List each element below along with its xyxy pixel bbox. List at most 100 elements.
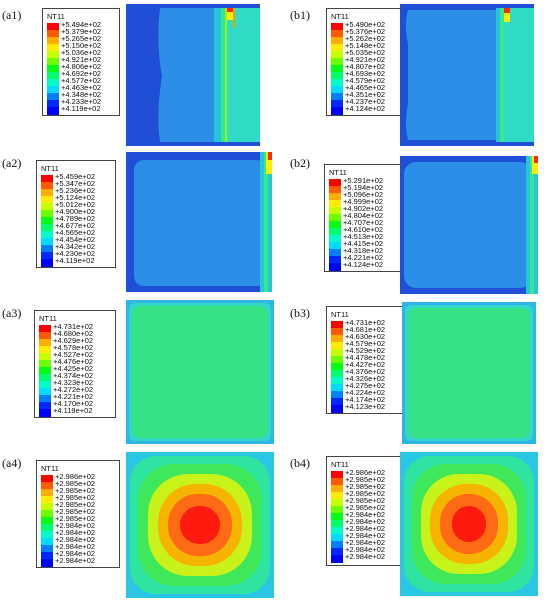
color-swatch <box>41 182 53 190</box>
legend-value: +4.427e+02 <box>345 360 386 369</box>
color-swatch <box>41 189 53 197</box>
legend-value: +2.984e+02 <box>345 545 386 554</box>
color-swatch <box>39 339 51 347</box>
legend-value: +4.681e+02 <box>345 325 386 334</box>
color-swatch <box>41 196 53 204</box>
legend: NT11 +4.731e+02 +4.680e+02 +4.629e+02 +4.57… <box>34 310 116 418</box>
legend-value: +5.194e+02 <box>343 183 384 192</box>
color-swatch <box>47 72 59 80</box>
legend-value: +2.985e+02 <box>55 507 96 516</box>
color-swatch <box>331 492 343 500</box>
legend-value: +4.454e+02 <box>55 235 96 244</box>
color-swatch <box>331 520 343 528</box>
color-swatch <box>39 346 51 354</box>
legend-value: +5.376e+02 <box>345 27 386 36</box>
legend-value: +4.323e+02 <box>53 378 94 387</box>
legend-value: +2.984e+02 <box>345 538 386 547</box>
legend-value: +4.119e+02 <box>61 104 101 113</box>
legend-value: +4.902e+02 <box>343 204 384 213</box>
color-swatch <box>331 534 343 542</box>
color-swatch <box>331 342 343 350</box>
color-swatch <box>41 538 53 546</box>
color-swatch <box>47 44 59 52</box>
legend-value: +2.984e+02 <box>55 528 96 537</box>
legend-value: +4.123e+02 <box>345 402 386 411</box>
color-swatch <box>41 482 53 490</box>
color-swatch <box>47 65 59 73</box>
legend-value: +5.150e+02 <box>61 41 102 50</box>
color-swatch <box>331 499 343 507</box>
color-swatch <box>329 263 341 271</box>
color-swatch <box>331 555 343 563</box>
legend-value: +5.262e+02 <box>345 34 386 43</box>
color-swatch <box>39 395 51 403</box>
legend-value: +4.921e+02 <box>61 55 102 64</box>
legend-value: +2.984e+02 <box>55 556 96 565</box>
legend-value: +2.984e+02 <box>345 552 386 561</box>
panel-label: (b3) <box>290 306 310 320</box>
color-swatch <box>331 548 343 556</box>
legend: NT11 +4.731e+02 +4.681e+02 +4.630e+02 +4.57… <box>326 306 406 414</box>
legend-value: +2.985e+02 <box>55 479 96 488</box>
color-swatch <box>47 37 59 45</box>
legend-value: +4.579e+02 <box>345 339 386 348</box>
legend-value: +4.807e+02 <box>345 62 386 71</box>
color-swatch <box>331 356 343 364</box>
color-swatch <box>331 349 343 357</box>
legend-value: +5.096e+02 <box>343 190 384 199</box>
color-swatch <box>39 381 51 389</box>
legend-value: +4.789e+02 <box>55 214 96 223</box>
legend-value: +4.527e+02 <box>53 350 94 359</box>
legend-value: +2.985e+02 <box>345 496 386 505</box>
legend-value: +4.374e+02 <box>53 371 94 380</box>
color-swatch <box>41 489 53 497</box>
color-swatch <box>331 44 343 52</box>
color-swatch <box>41 245 53 253</box>
legend-value: +4.237e+02 <box>345 97 386 106</box>
color-swatch <box>331 541 343 549</box>
legend-value: +4.806e+02 <box>61 62 102 71</box>
legend-value: +4.272e+02 <box>53 385 94 394</box>
legend-value: +4.221e+02 <box>343 253 384 262</box>
color-swatch <box>331 51 343 59</box>
legend-value: +4.119e+02 <box>55 256 95 265</box>
color-swatch <box>331 527 343 535</box>
panel-label: (b2) <box>290 156 310 170</box>
color-swatch <box>329 235 341 243</box>
legend-value: +4.513e+02 <box>343 232 384 241</box>
legend-value: +2.985e+02 <box>345 503 386 512</box>
legend-value: +4.478e+02 <box>345 353 386 362</box>
color-swatch <box>329 256 341 264</box>
legend-value: +4.463e+02 <box>61 83 102 92</box>
color-swatch <box>47 30 59 38</box>
legend-value: +5.490e+02 <box>345 20 386 29</box>
color-swatch <box>41 259 53 267</box>
legend-value: +5.347e+02 <box>55 179 96 188</box>
legend: NT11 +5.490e+02 +5.376e+02 +5.262e+02 +5.14… <box>326 8 402 116</box>
color-swatch <box>331 506 343 514</box>
legend-title: NT11 <box>41 464 59 473</box>
legend-value: +4.610e+02 <box>343 225 384 234</box>
color-swatch <box>41 510 53 518</box>
legend-value: +2.986e+02 <box>345 468 386 477</box>
legend-value: +2.984e+02 <box>345 517 386 526</box>
color-swatch <box>331 405 343 413</box>
legend-value: +4.629e+02 <box>53 336 94 345</box>
color-swatch <box>41 238 53 246</box>
legend-value: +2.984e+02 <box>55 535 96 544</box>
legend-value: +4.221e+02 <box>53 392 94 401</box>
legend-value: +2.985e+02 <box>55 514 96 523</box>
color-swatch <box>331 58 343 66</box>
color-swatch <box>331 370 343 378</box>
color-swatch <box>329 221 341 229</box>
color-swatch <box>331 72 343 80</box>
color-swatch <box>331 23 343 31</box>
legend-value: +2.984e+02 <box>345 531 386 540</box>
color-swatch <box>41 552 53 560</box>
legend-title: NT11 <box>47 12 65 21</box>
panel-label: (b1) <box>290 8 310 22</box>
legend-value: +2.986e+02 <box>55 472 96 481</box>
legend-value: +5.459e+02 <box>55 172 96 181</box>
legend-value: +4.230e+02 <box>55 249 96 258</box>
color-swatch <box>39 374 51 382</box>
